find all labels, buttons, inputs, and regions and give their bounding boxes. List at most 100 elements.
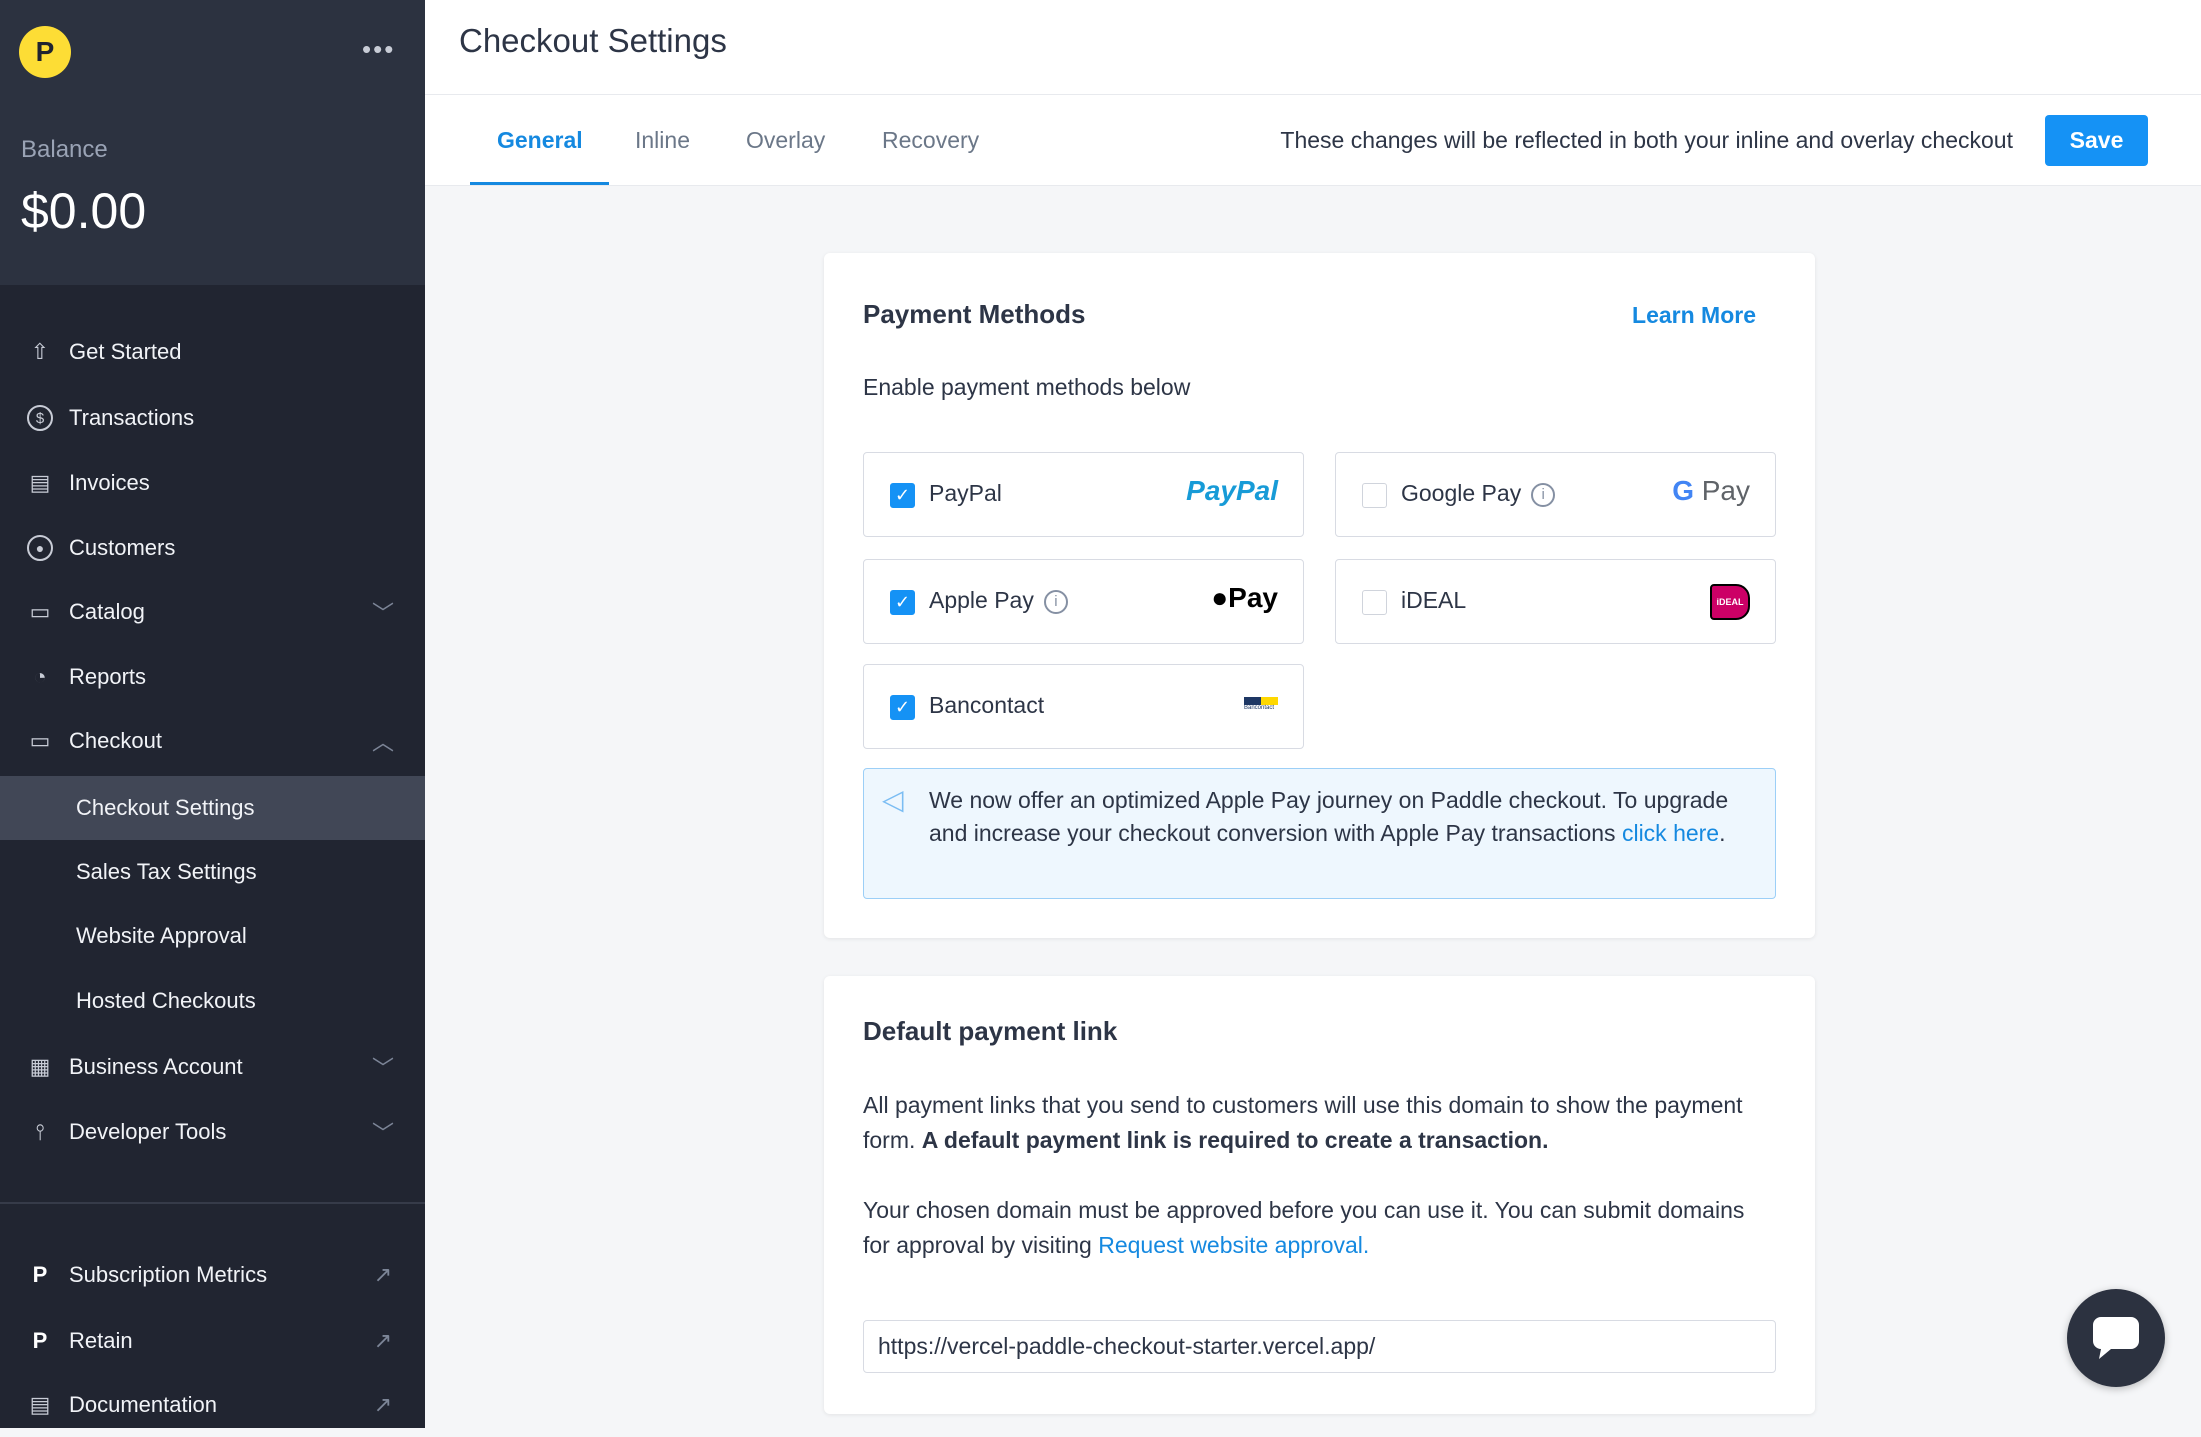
chat-button[interactable]: [2067, 1289, 2165, 1387]
credit-card-icon: ▭: [29, 728, 51, 753]
payment-method-ideal[interactable]: iDEAL iDEAL: [1335, 559, 1776, 644]
sidebar-item-business-account[interactable]: ▦ Business Account ﹀: [0, 1035, 425, 1099]
sidebar-item-customers[interactable]: ● Customers: [0, 516, 425, 580]
payment-method-bancontact[interactable]: ✓ Bancontact Bancontact: [863, 664, 1304, 749]
request-website-approval-link[interactable]: Request website approval.: [1098, 1232, 1370, 1258]
apple-pay-info-banner: ◁ We now offer an optimized Apple Pay jo…: [863, 768, 1776, 899]
sidebar-item-invoices[interactable]: ▤ Invoices: [0, 451, 425, 515]
payment-method-label: Bancontact: [929, 692, 1045, 718]
external-link-icon[interactable]: ↗: [373, 1328, 393, 1353]
payment-method-label: Google Pay i: [1401, 480, 1556, 507]
external-link-icon[interactable]: ↗: [373, 1392, 393, 1417]
click-here-link[interactable]: click here: [1621, 820, 1720, 846]
tab-general[interactable]: General: [497, 127, 583, 153]
sidebar-item-subscription-metrics[interactable]: P Subscription Metrics ↗: [0, 1243, 425, 1307]
sidebar-item-reports[interactable]: ◔ Reports: [0, 645, 425, 709]
sidebar-item-label: Retain: [69, 1328, 133, 1353]
default-link-description: All payment links that you send to custo…: [863, 1088, 1763, 1158]
sidebar-item-retain[interactable]: P Retain ↗: [0, 1309, 425, 1373]
sidebar-item-developer-tools[interactable]: ⫯ Developer Tools ﹀: [0, 1100, 425, 1164]
tab-bar: [425, 95, 2201, 186]
bancontact-logo: Bancontact: [1244, 697, 1278, 711]
page-header: [425, 0, 2201, 95]
payment-method-paypal[interactable]: ✓ PayPal PayPal: [863, 452, 1304, 537]
balance-value: $0.00: [21, 183, 147, 239]
approval-text: Your chosen domain must be approved befo…: [863, 1197, 1745, 1258]
info-icon[interactable]: i: [1043, 589, 1068, 614]
balance-label: Balance: [21, 136, 108, 163]
sidebar-item-get-started[interactable]: ⇧ Get Started: [0, 320, 425, 384]
payment-method-label-text: Google Pay: [1401, 480, 1522, 506]
sidebar-item-catalog[interactable]: ▭ Catalog ﹀: [0, 580, 425, 644]
sidebar-item-label: Invoices: [69, 470, 150, 495]
payment-methods-title: Payment Methods: [863, 299, 1086, 329]
info-text-body: We now offer an optimized Apple Pay jour…: [929, 787, 1729, 846]
apple-pay-checkbox[interactable]: ✓: [890, 590, 915, 615]
chevron-down-icon[interactable]: ﹀: [371, 1056, 394, 1081]
apple-pay-logo: ●Pay: [1211, 582, 1278, 613]
sidebar-item-label: Transactions: [69, 405, 195, 430]
chevron-down-icon[interactable]: ﹀: [371, 1121, 394, 1146]
approval-description: Your chosen domain must be approved befo…: [863, 1193, 1763, 1263]
sidebar-item-label: Checkout Settings: [76, 795, 255, 820]
tab-inline[interactable]: Inline: [635, 127, 690, 153]
sidebar-divider: [0, 1202, 425, 1204]
info-icon[interactable]: i: [1531, 482, 1556, 507]
sidebar-item-label: Sales Tax Settings: [76, 859, 257, 884]
external-link-icon[interactable]: ↗: [373, 1262, 393, 1287]
sidebar-item-label: Website Approval: [76, 923, 247, 948]
payment-method-label-text: Apple Pay: [929, 587, 1034, 613]
payment-method-google-pay[interactable]: Google Pay i G Pay: [1335, 452, 1776, 537]
sidebar-item-transactions[interactable]: $ Transactions: [0, 386, 425, 450]
sidebar-item-label: Developer Tools: [69, 1119, 227, 1144]
sidebar-item-checkout-settings[interactable]: Checkout Settings: [0, 776, 425, 840]
save-button[interactable]: Save: [2045, 115, 2148, 166]
profitwell-logo-icon: P: [32, 1262, 48, 1287]
sidebar-item-sales-tax-settings[interactable]: Sales Tax Settings: [0, 840, 425, 904]
sidebar-item-label: Customers: [69, 535, 176, 560]
sliders-icon: ⫯: [35, 1119, 45, 1144]
sidebar-item-checkout[interactable]: ▭ Checkout ︿: [0, 709, 425, 773]
info-text-end: .: [1719, 820, 1726, 846]
payment-method-label: PayPal: [929, 480, 1002, 506]
sidebar-item-hosted-checkouts[interactable]: Hosted Checkouts: [0, 969, 425, 1033]
tab-recovery[interactable]: Recovery: [882, 127, 980, 153]
ideal-checkbox[interactable]: [1362, 590, 1387, 615]
documentation-icon: ▤: [29, 1392, 51, 1417]
sidebar-item-label: Hosted Checkouts: [76, 988, 256, 1013]
paypal-checkbox[interactable]: ✓: [890, 483, 915, 508]
megaphone-icon: ◁: [882, 784, 904, 815]
payment-method-apple-pay[interactable]: ✓ Apple Pay i ●Pay: [863, 559, 1304, 644]
description-bold: A default payment link is required to cr…: [921, 1127, 1549, 1153]
balance-panel: [0, 0, 425, 285]
more-options-icon[interactable]: •••: [362, 34, 396, 64]
description-text: All payment links that you send to custo…: [863, 1092, 1743, 1153]
learn-more-link[interactable]: Learn More: [1632, 302, 1756, 328]
chat-bubble-icon: [2093, 1317, 2139, 1359]
changes-notice: These changes will be reflected in both …: [1280, 127, 2013, 153]
page-title: Checkout Settings: [459, 22, 727, 59]
paddle-logo-icon[interactable]: P: [19, 26, 71, 78]
reports-icon: ◔: [33, 664, 47, 689]
chevron-up-icon[interactable]: ︿: [371, 730, 394, 755]
bancontact-checkbox[interactable]: ✓: [890, 695, 915, 720]
active-tab-indicator: [470, 182, 609, 185]
sidebar-item-label: Reports: [69, 664, 147, 689]
default-payment-link-input[interactable]: [863, 1320, 1776, 1373]
sidebar-item-website-approval[interactable]: Website Approval: [0, 904, 425, 968]
invoice-icon: ▤: [29, 470, 51, 495]
payment-methods-subtitle: Enable payment methods below: [863, 374, 1191, 400]
payment-method-label: iDEAL: [1401, 587, 1467, 613]
sidebar-item-label: Get Started: [69, 339, 182, 364]
google-pay-logo: G Pay: [1672, 475, 1750, 506]
tab-overlay[interactable]: Overlay: [746, 127, 826, 153]
sidebar-item-label: Documentation: [69, 1392, 217, 1417]
sidebar-item-label: Business Account: [69, 1054, 243, 1079]
google-pay-checkbox[interactable]: [1362, 483, 1387, 508]
chevron-down-icon[interactable]: ﹀: [371, 601, 394, 626]
dollar-circle-icon: $: [27, 405, 53, 431]
sidebar-item-documentation[interactable]: ▤ Documentation ↗: [0, 1373, 425, 1437]
sidebar-item-label: Subscription Metrics: [69, 1262, 268, 1287]
sidebar-item-label: Catalog: [69, 599, 145, 624]
rocket-icon: ⇧: [30, 339, 50, 364]
